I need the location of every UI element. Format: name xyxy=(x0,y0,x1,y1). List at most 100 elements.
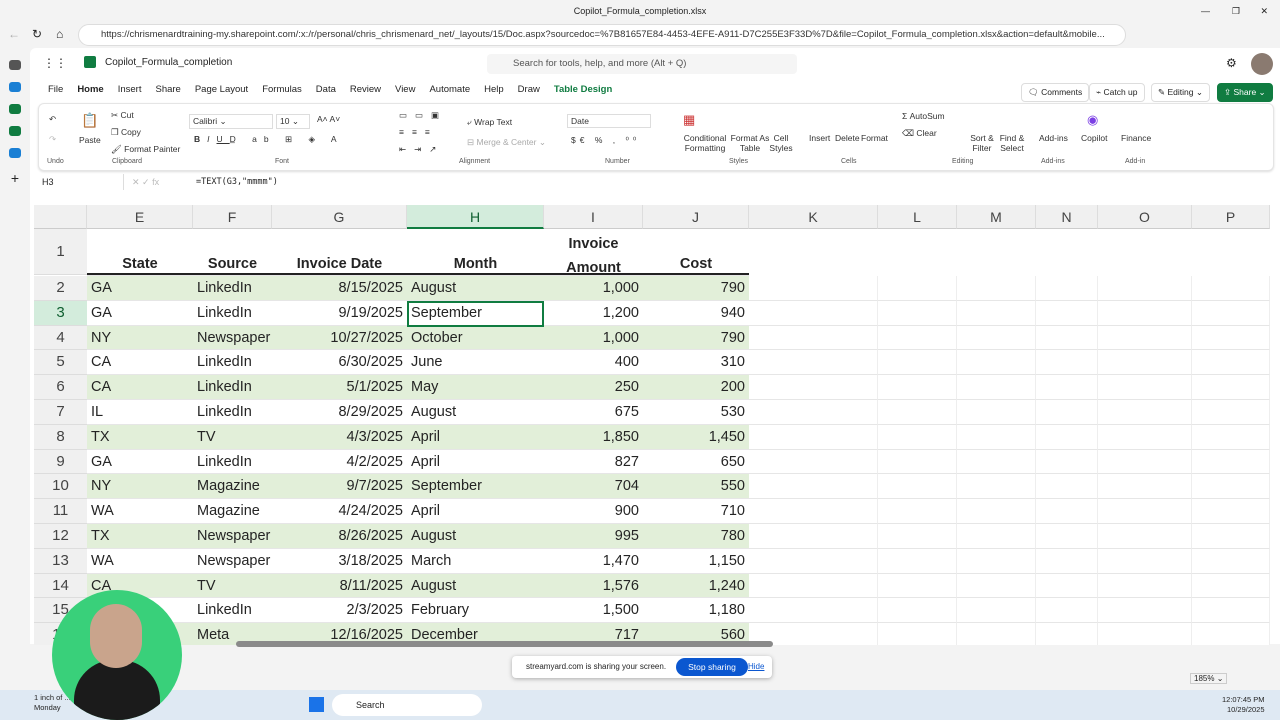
cell-amount[interactable]: 717 xyxy=(544,623,643,645)
cell-cost[interactable]: 1,180 xyxy=(643,598,749,624)
cell-source[interactable]: LinkedIn xyxy=(193,301,272,326)
empty-cell[interactable] xyxy=(749,623,878,645)
excel-icon[interactable] xyxy=(9,126,21,136)
tab-automate[interactable]: Automate xyxy=(429,84,471,95)
tab-share[interactable]: Share xyxy=(155,84,181,95)
column-header[interactable]: O xyxy=(1098,205,1192,229)
empty-cell[interactable] xyxy=(1192,499,1270,524)
horizontal-scrollbar[interactable] xyxy=(236,641,773,647)
empty-cell[interactable] xyxy=(1036,449,1098,475)
empty-cell[interactable] xyxy=(1192,548,1270,574)
cell-state[interactable]: WA xyxy=(87,549,193,574)
onedrive-icon[interactable] xyxy=(9,82,21,92)
add-icon[interactable]: + xyxy=(10,170,20,186)
tab-file[interactable]: File xyxy=(48,84,64,95)
find-select-button[interactable]: Find & Select xyxy=(999,133,1025,153)
empty-cell[interactable] xyxy=(1098,623,1192,645)
avatar[interactable] xyxy=(1251,53,1273,75)
column-header[interactable]: K xyxy=(749,205,878,229)
cell-date[interactable]: 5/1/2025 xyxy=(272,375,407,400)
empty-cell[interactable] xyxy=(957,325,1036,351)
empty-cell[interactable] xyxy=(878,474,957,500)
app-launcher-icon[interactable]: ⋮⋮ xyxy=(43,56,67,70)
font-size-buttons[interactable]: A˄ A˅ xyxy=(317,114,341,124)
cell-source[interactable]: LinkedIn xyxy=(193,350,272,376)
empty-cell[interactable] xyxy=(957,598,1036,624)
cell-state[interactable]: TX xyxy=(87,424,193,450)
cell-source[interactable]: Magazine xyxy=(193,474,272,500)
empty-cell[interactable] xyxy=(749,449,878,475)
cell-month[interactable]: May xyxy=(407,375,544,400)
empty-cell[interactable] xyxy=(1036,598,1098,624)
empty-cell[interactable] xyxy=(749,375,878,400)
empty-cell[interactable] xyxy=(878,400,957,425)
empty-cell[interactable] xyxy=(749,598,878,624)
select-all-corner[interactable] xyxy=(34,205,87,229)
row-header[interactable]: 1 xyxy=(34,229,87,275)
tab-formulas[interactable]: Formulas xyxy=(262,84,302,95)
empty-cell[interactable] xyxy=(878,325,957,351)
active-cell-selection[interactable] xyxy=(407,300,544,327)
row-header[interactable]: 11 xyxy=(34,499,87,524)
zoom-select[interactable]: 185% ⌄ xyxy=(1190,673,1228,684)
copilot-button[interactable]: Copilot xyxy=(1081,133,1108,143)
column-header[interactable]: N xyxy=(1036,205,1098,229)
cell-date[interactable]: 8/11/2025 xyxy=(272,573,407,599)
clear-button[interactable]: ⌫ Clear xyxy=(902,128,937,138)
cell-state[interactable]: CA xyxy=(87,350,193,376)
empty-cell[interactable] xyxy=(1098,375,1192,400)
cell-cost[interactable]: 1,150 xyxy=(643,549,749,574)
addins-button[interactable]: Add-ins xyxy=(1039,133,1068,143)
column-header[interactable]: G xyxy=(272,205,407,229)
header-cell-month[interactable]: Month xyxy=(407,229,544,275)
cell-cost[interactable]: 790 xyxy=(643,325,749,351)
empty-cell[interactable] xyxy=(878,499,957,524)
cell-amount[interactable]: 1,850 xyxy=(544,424,643,450)
column-header[interactable]: H xyxy=(407,205,544,229)
cell-month[interactable]: September xyxy=(407,474,544,500)
share-button[interactable]: ⇪ Share ⌄ xyxy=(1217,83,1273,102)
settings-icon[interactable]: ⚙ xyxy=(1226,56,1237,70)
cell-cost[interactable]: 310 xyxy=(643,350,749,376)
cell-amount[interactable]: 1,000 xyxy=(544,325,643,351)
tab-page-layout[interactable]: Page Layout xyxy=(194,84,249,95)
restore-button[interactable]: ❐ xyxy=(1231,6,1240,16)
header-cell-cost[interactable]: Cost xyxy=(643,229,749,275)
catch-up-button[interactable]: ⌁ Catch up xyxy=(1089,83,1145,102)
row-header[interactable]: 13 xyxy=(34,548,87,574)
tab-home[interactable]: Home xyxy=(77,84,104,95)
empty-cell[interactable] xyxy=(749,548,878,574)
cell-state[interactable]: CA xyxy=(87,375,193,400)
cell-cost[interactable]: 530 xyxy=(643,400,749,425)
cell-date[interactable]: 6/30/2025 xyxy=(272,350,407,376)
column-header[interactable]: I xyxy=(544,205,643,229)
row-header[interactable]: 10 xyxy=(34,474,87,500)
cell-date[interactable]: 3/18/2025 xyxy=(272,549,407,574)
redo-icon[interactable]: ↷ xyxy=(49,134,57,144)
empty-cell[interactable] xyxy=(749,573,878,599)
finance-button[interactable]: Finance xyxy=(1121,133,1152,143)
empty-cell[interactable] xyxy=(1098,325,1192,351)
cell-state[interactable]: TX xyxy=(87,524,193,549)
cell-cost[interactable]: 1,450 xyxy=(643,424,749,450)
row-header[interactable]: 2 xyxy=(34,276,87,301)
cell-amount[interactable]: 1,200 xyxy=(544,301,643,326)
insert-cells-button[interactable]: Insert xyxy=(809,133,831,143)
formula-input[interactable]: =TEXT(G3,"mmmm") xyxy=(196,177,278,187)
cell-source[interactable]: Magazine xyxy=(193,499,272,524)
cell-source[interactable]: Meta xyxy=(193,623,272,645)
autosum-button[interactable]: Σ AutoSum xyxy=(902,111,945,121)
empty-cell[interactable] xyxy=(1192,424,1270,450)
empty-cell[interactable] xyxy=(1192,350,1270,376)
row-header[interactable]: 3 xyxy=(34,300,87,326)
name-box[interactable]: H3 xyxy=(42,174,124,190)
cell-cost[interactable]: 780 xyxy=(643,524,749,549)
empty-cell[interactable] xyxy=(1098,499,1192,524)
indent-buttons[interactable]: ⇤⇥↗ xyxy=(399,144,445,154)
empty-cell[interactable] xyxy=(1036,276,1098,301)
row-header[interactable]: 9 xyxy=(34,449,87,475)
empty-cell[interactable] xyxy=(749,424,878,450)
number-format-buttons[interactable]: $€ % , ⁰⁰ xyxy=(571,135,641,145)
empty-cell[interactable] xyxy=(1098,400,1192,425)
empty-cell[interactable] xyxy=(957,548,1036,574)
